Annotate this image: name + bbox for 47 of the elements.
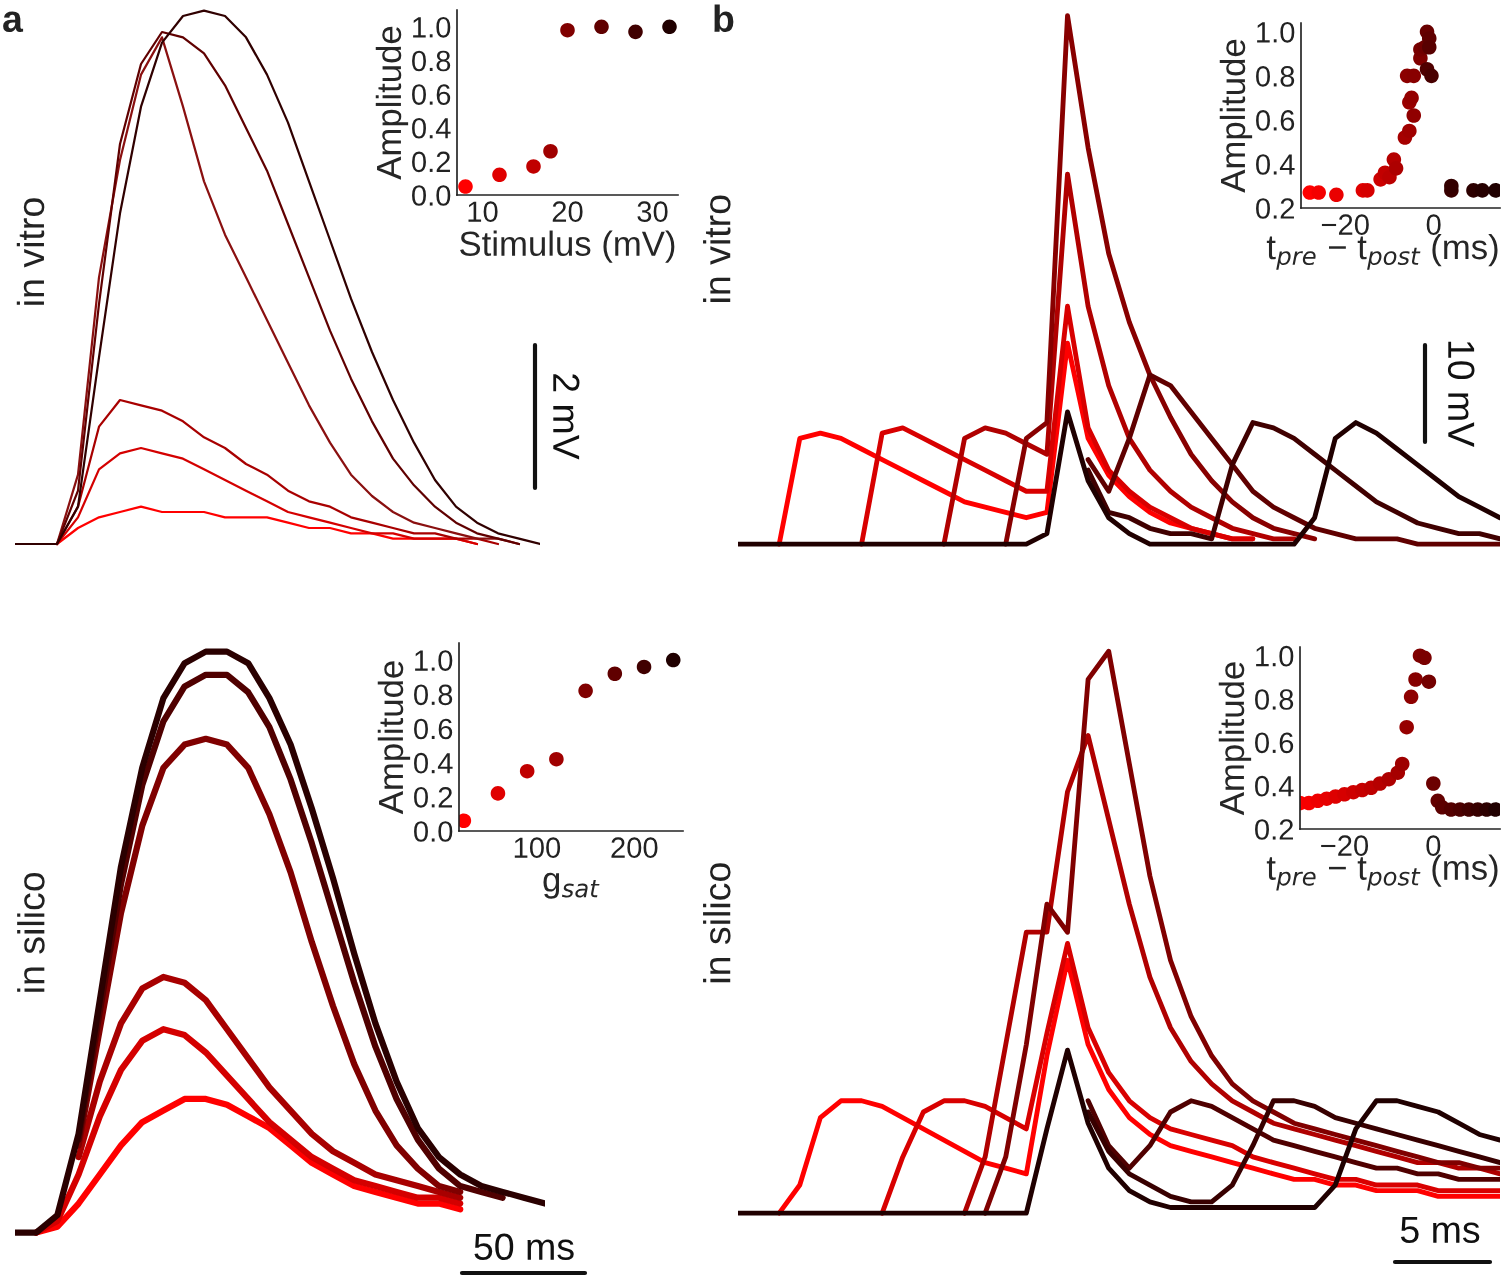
y-tick-label: 0.2: [414, 787, 452, 808]
x-tick-label: 200: [611, 837, 658, 858]
y-axis-title: in silico: [703, 863, 731, 983]
y-tick-label: 0.2: [1256, 198, 1294, 219]
y-axis-title: in vitro: [703, 195, 731, 302]
y-tick-label: 0.6: [1256, 110, 1295, 131]
x-tick-label: 30: [637, 201, 668, 222]
y-tick-label: 1.0: [415, 650, 453, 671]
x-tick-label: 0: [1426, 214, 1441, 235]
y-tick-label: 0.6: [412, 84, 451, 105]
y-tick-label: 0.6: [1255, 732, 1294, 754]
y-axis-title: Amplitude: [375, 26, 409, 180]
x-tick-label: 100: [514, 837, 561, 858]
y-tick-label: 0.4: [1255, 775, 1294, 797]
y-tick-label: 0.0: [412, 185, 451, 206]
text: 2 mV: [553, 374, 580, 460]
x-axis-title: g$_{sat}$: [543, 872, 600, 899]
y-tick-label: 0.0: [414, 821, 453, 842]
y-tick-label: 0.4: [414, 752, 453, 774]
y-axis-title: Amplitude: [377, 661, 411, 815]
x-tick-label: 0: [1426, 835, 1441, 856]
x-tick-label: −20: [1321, 835, 1369, 856]
annotation: a: [3, 11, 24, 33]
y-tick-label: 0.8: [414, 684, 453, 706]
y-tick-label: 0.4: [412, 117, 451, 139]
y-tick-label: 0.2: [412, 151, 450, 173]
y-axis-title: in silico: [17, 872, 45, 992]
x-tick-label: 20: [552, 201, 583, 222]
y-tick-label: 0.2: [1255, 819, 1293, 840]
annotation: b: [714, 4, 734, 33]
y-tick-label: 0.8: [1256, 66, 1295, 87]
y-axis-title: Amplitude: [1218, 662, 1252, 816]
y-tick-label: 1.0: [1257, 22, 1295, 43]
x-axis-title: Stimulus (mV): [460, 230, 675, 263]
y-axis-title: Amplitude: [1219, 39, 1253, 193]
y-tick-label: 1.0: [1256, 645, 1294, 667]
y-tick-label: 0.4: [1256, 154, 1295, 175]
y-tick-label: 0.8: [1255, 689, 1294, 710]
x-tick-label: 10: [468, 201, 498, 222]
x-tick-label: −20: [1321, 214, 1369, 235]
y-axis-title: in vitro: [16, 198, 45, 305]
text: 5 ms: [1400, 1216, 1480, 1244]
y-tick-label: 0.6: [414, 718, 453, 740]
y-tick-label: 0.8: [412, 50, 451, 72]
text: 50 ms: [474, 1233, 574, 1261]
y-tick-label: 1.0: [413, 17, 451, 38]
annotation: 10 mV: [1447, 341, 1475, 448]
